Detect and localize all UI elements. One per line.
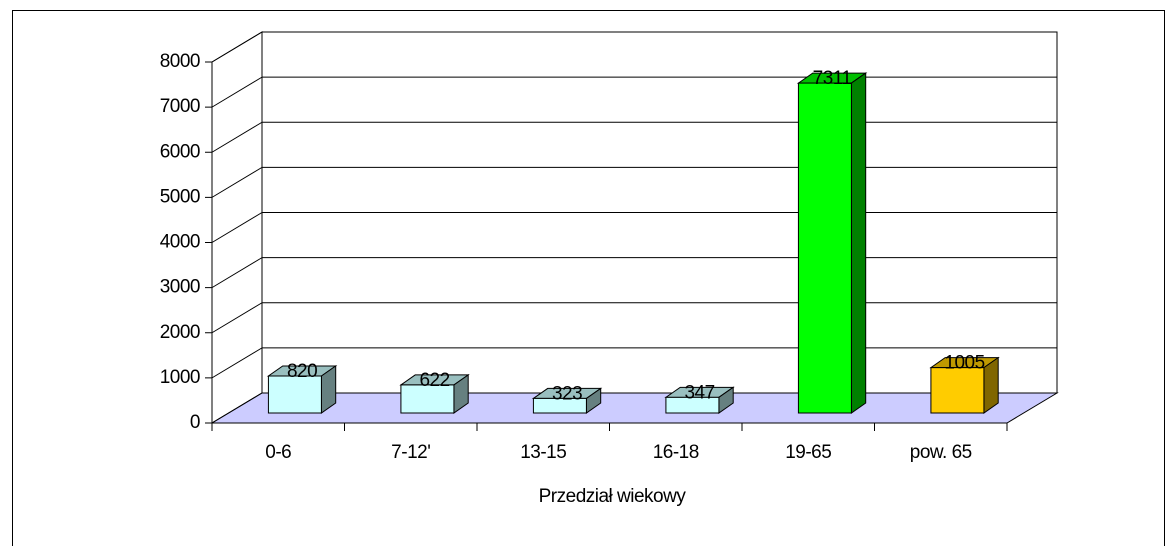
grid-line <box>211 31 263 63</box>
bar <box>930 367 985 414</box>
grid-line <box>211 302 263 334</box>
y-tick-label: 0 <box>190 412 200 433</box>
bar <box>797 82 852 414</box>
bar <box>665 396 720 414</box>
y-tick-label: 1000 <box>160 367 200 388</box>
x-tick-label: 19-65 <box>785 442 831 463</box>
data-label: 323 <box>552 383 582 404</box>
y-tick-label: 3000 <box>160 277 200 298</box>
bar <box>400 384 455 414</box>
floor <box>210 392 1059 424</box>
bar-side <box>850 72 867 414</box>
bar <box>267 375 322 414</box>
y-tick-label: 6000 <box>160 141 200 162</box>
grid-line <box>211 212 263 243</box>
grid-line <box>211 121 263 153</box>
y-tick-label: 8000 <box>160 51 200 72</box>
bar-side <box>983 356 999 414</box>
data-label: 7311 <box>813 68 852 89</box>
grid-line <box>211 347 263 379</box>
x-tick-label: 13-15 <box>520 442 566 463</box>
grid-line <box>211 392 263 424</box>
y-tick-label: 5000 <box>160 186 200 207</box>
x-axis-label: Przedział wiekowy <box>539 486 687 507</box>
y-tick-label: 4000 <box>160 232 200 253</box>
x-tick-label: 16-18 <box>653 442 699 463</box>
grid-line <box>211 166 263 198</box>
grid-line <box>211 76 263 108</box>
x-tick-label: pow. 65 <box>910 442 972 463</box>
data-label: 1005 <box>944 353 984 374</box>
y-tick-label: 7000 <box>160 96 200 117</box>
bar <box>532 397 587 414</box>
x-tick-label: 7-12' <box>391 442 430 463</box>
data-label: 622 <box>419 370 449 391</box>
grid-line <box>211 257 263 289</box>
data-label: 820 <box>287 361 317 382</box>
x-tick-label: 0-6 <box>265 442 291 463</box>
data-label: 347 <box>684 382 714 403</box>
y-tick-label: 2000 <box>160 322 200 343</box>
